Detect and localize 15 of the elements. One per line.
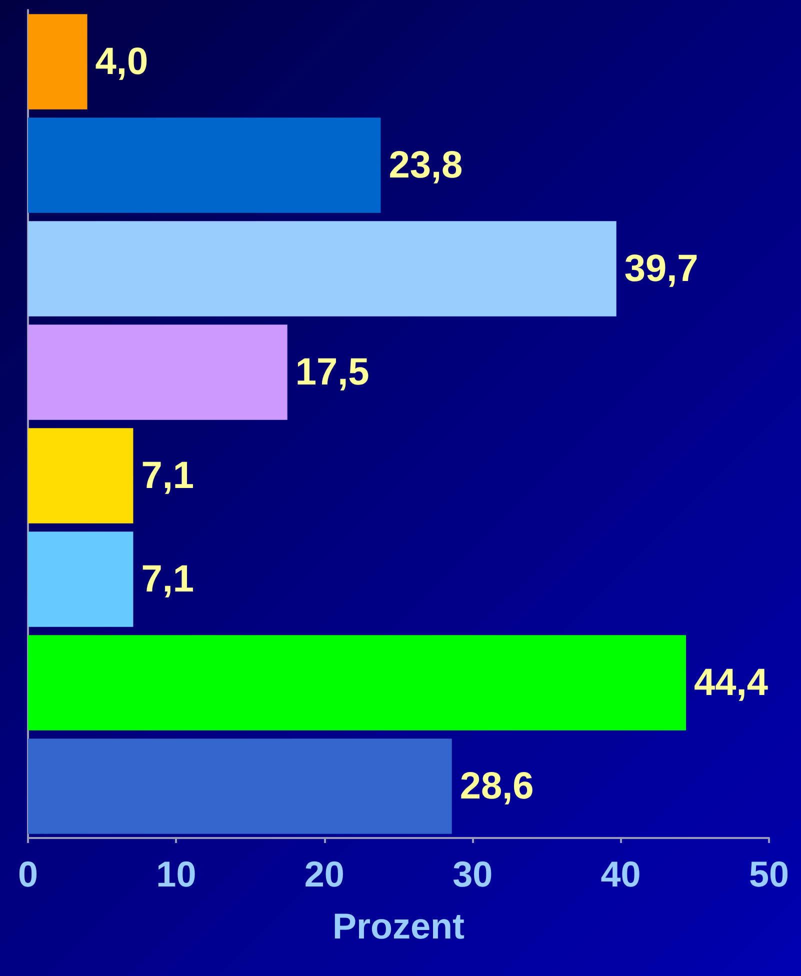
data-label: 23,8 <box>388 144 463 186</box>
data-label: 4,0 <box>95 40 148 83</box>
x-tick-label: 10 <box>156 854 196 894</box>
data-label: 7,1 <box>141 558 194 600</box>
x-tick-label: 50 <box>748 854 790 894</box>
x-tick-label: 20 <box>304 854 344 894</box>
x-axis-title: Prozent <box>332 906 465 946</box>
data-label: 17,5 <box>295 351 370 394</box>
x-tick-label: 0 <box>18 854 38 894</box>
data-label: 44,4 <box>694 662 768 704</box>
x-tick-label: 30 <box>452 854 493 894</box>
data-label: 28,6 <box>460 765 534 808</box>
data-label: 39,7 <box>624 248 698 290</box>
x-tick-label: 40 <box>600 854 641 894</box>
data-label: 7,1 <box>141 454 194 497</box>
